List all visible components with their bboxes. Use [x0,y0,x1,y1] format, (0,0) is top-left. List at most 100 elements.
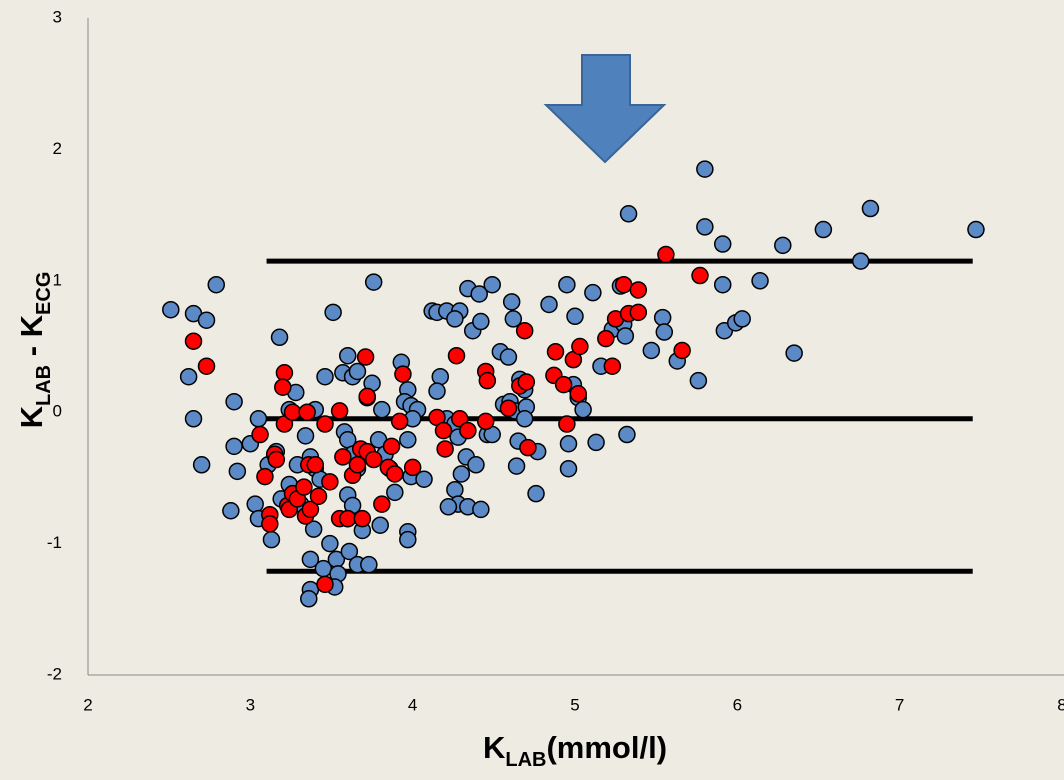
x-tick-label: 7 [895,695,904,714]
data-point [554,375,573,394]
data-point [304,520,323,538]
arrow [543,54,667,164]
data-point [603,357,622,375]
data-point [316,575,334,594]
data-point [446,310,464,328]
data-point [225,437,243,456]
data-point [301,500,320,519]
data-point [459,421,477,440]
data-point [814,220,833,239]
data-point [629,303,648,322]
data-point [472,500,490,519]
data-point [321,534,339,553]
data-point [499,399,518,418]
data-point [306,456,325,474]
data-point [316,367,334,386]
x-tick-label: 2 [83,695,92,714]
data-point [364,273,383,291]
data-point [256,467,274,486]
data-point [162,300,180,319]
data-point [467,456,485,474]
data-point [614,275,633,294]
data-point [696,218,714,236]
data-point [546,343,565,361]
data-point [559,434,578,453]
data-point [382,437,401,456]
data-point [558,415,576,433]
data-point [616,327,635,345]
data-point [569,385,587,403]
data-point [338,509,357,528]
data-point [967,220,985,239]
x-axis-title: KLAB(mmol/l) [483,730,667,771]
data-point [515,321,534,340]
data-point [439,498,458,516]
data-point [246,495,264,513]
data-point [249,410,268,428]
data-point [504,310,523,328]
data-point [300,590,318,608]
data-point [691,266,709,285]
data-point [197,311,216,329]
data-point [483,275,501,294]
data-point [348,362,367,381]
data-point [733,310,751,328]
data-point [478,371,497,390]
data-point [275,364,294,382]
data-point [270,328,289,347]
data-point [356,348,375,366]
data-point [334,448,352,466]
data-point [373,400,391,419]
x-tick-label: 5 [570,695,579,714]
data-point [179,367,198,386]
y-title-mid: - K [14,314,49,365]
data-point [184,410,203,428]
data-point [642,341,661,360]
data-point [296,427,315,445]
data-point [689,371,708,390]
y-tick-label: 0 [53,402,62,421]
data-point [446,480,464,499]
data-point [673,341,691,360]
data-point [373,495,391,513]
data-point [295,478,313,496]
data-point [558,275,576,294]
data-point [262,530,281,549]
data-point [431,367,450,386]
data-point [566,307,584,326]
data-point [499,348,518,366]
x-tick-label: 3 [246,695,255,714]
data-point [502,293,521,311]
data-point [371,516,389,534]
data-point [584,283,602,302]
data-point [507,457,526,475]
data-point [358,387,376,406]
data-point [207,275,225,294]
y-title-sub2: ECG [33,272,55,315]
x-title-sub: LAB [505,749,546,771]
data-point [657,245,675,264]
data-point [298,403,316,421]
data-point [283,403,302,421]
y-tick-label: 2 [53,139,62,158]
data-point [309,487,328,506]
data-point [386,483,404,502]
data-point [851,252,870,270]
x-title-unit: (mmol/l) [546,730,667,765]
y-title-main: K [14,405,49,428]
data-point [470,285,488,303]
data-point [434,421,453,440]
data-point [713,275,732,294]
data-point [267,450,286,469]
data-point [447,346,466,365]
data-point [517,373,536,391]
data-point [399,530,417,549]
data-point [274,378,292,396]
data-point [340,542,359,561]
data-point [338,346,357,365]
data-point [228,462,247,481]
x-tick-label: 8 [1057,695,1064,714]
y-tick-label: -2 [47,664,62,683]
x-title-main: K [483,730,506,765]
